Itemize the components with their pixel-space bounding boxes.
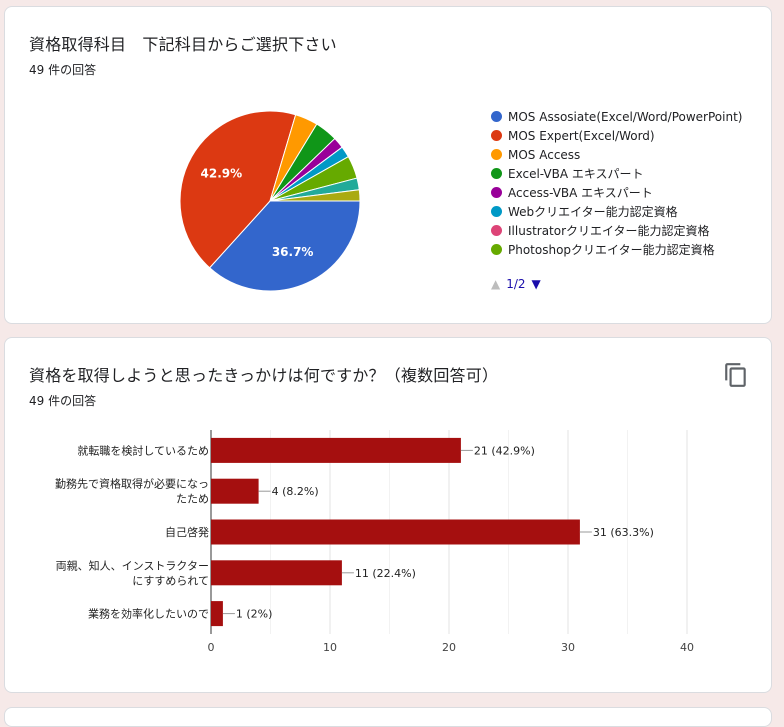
category-label: にすすめられて: [132, 574, 209, 587]
bar-value-label: 4 (8.2%): [272, 485, 319, 498]
legend-item: Excel-VBA エキスパート: [491, 164, 742, 183]
copy-chart-button[interactable]: [723, 362, 749, 388]
pager-down-icon[interactable]: ▼: [531, 277, 541, 291]
pie-slice: [179, 110, 297, 269]
category-label: 両親、知人、インストラクター: [56, 558, 209, 572]
legend-label: Access-VBA エキスパート: [508, 186, 653, 200]
legend-swatch: [491, 168, 502, 179]
legend-item: MOS Access: [491, 145, 742, 164]
question-title: 資格取得科目 下記科目からご選択下さい: [29, 35, 337, 54]
legend-label: MOS Expert(Excel/Word): [508, 128, 655, 143]
legend-item: Illustratorクリエイター能力認定資格: [491, 221, 742, 240]
legend-item: MOS Expert(Excel/Word): [491, 126, 742, 145]
response-count: 49 件の回答: [29, 394, 97, 408]
question-title: 資格を取得しようと思ったきっかけは何ですか？（複数回答可）: [29, 366, 499, 385]
legend-swatch: [491, 111, 502, 122]
pie-chart: 36.7% 42.9%: [179, 110, 361, 292]
category-label: 勤務先で資格取得が必要になっ: [55, 477, 209, 491]
x-tick-label: 10: [323, 641, 337, 654]
x-tick-label: 30: [561, 641, 575, 654]
legend-label: Webクリエイター能力認定資格: [508, 205, 678, 219]
pie-question-card: 資格取得科目 下記科目からご選択下さい 49 件の回答 36.7% 42.9% M…: [4, 6, 772, 324]
pie-slice-label: 42.9%: [201, 167, 243, 181]
bar-value-label: 11 (22.4%): [355, 567, 416, 580]
legend-item: Photoshopクリエイター能力認定資格: [491, 240, 742, 259]
pie-slice: [208, 200, 361, 292]
legend-label: MOS Access: [508, 147, 581, 162]
legend-item: Access-VBA エキスパート: [491, 183, 742, 202]
x-tick-label: 20: [442, 641, 456, 654]
bar-value-label: 1 (2%): [236, 608, 273, 621]
pie-legend: MOS Assosiate(Excel/Word/PowerPoint) MOS …: [491, 107, 742, 259]
legend-swatch: [491, 244, 502, 255]
bar-value-label: 21 (42.9%): [474, 444, 535, 457]
category-label: 自己啓発: [165, 525, 209, 539]
bar: [211, 560, 342, 586]
legend-swatch: [491, 187, 502, 198]
pager-label: 1/2: [506, 277, 526, 291]
bar-question-card: 資格を取得しようと思ったきっかけは何ですか？（複数回答可） 49 件の回答 21…: [4, 337, 772, 693]
pie-slice: [269, 189, 361, 202]
bar: [211, 478, 259, 504]
legend-swatch: [491, 206, 502, 217]
copy-icon: [725, 363, 746, 387]
legend-swatch: [491, 130, 502, 141]
legend-label: Photoshopクリエイター能力認定資格: [508, 243, 715, 257]
x-tick-label: 0: [208, 641, 215, 654]
category-label: 就転職を検討しているため: [77, 443, 209, 457]
legend-label: Illustratorクリエイター能力認定資格: [508, 224, 710, 238]
pie-slice-label: 36.7%: [272, 245, 314, 259]
legend-item: MOS Assosiate(Excel/Word/PowerPoint): [491, 107, 742, 126]
bar: [211, 601, 223, 627]
pager-up-icon: ▲: [491, 277, 501, 291]
bar-chart: 21 (42.9%) 就転職を検討しているため 4 (8.2%) 勤務先で資格取得が必…: [55, 430, 694, 654]
next-question-card: [4, 707, 772, 727]
legend-label: Excel-VBA エキスパート: [508, 167, 644, 181]
legend-swatch: [491, 225, 502, 236]
legend-pager: ▲ 1/2 ▼: [491, 277, 541, 291]
bar-value-label: 31 (63.3%): [593, 526, 654, 539]
x-tick-label: 40: [680, 641, 694, 654]
category-label: 業務を効率化したいので: [88, 607, 209, 621]
legend-swatch: [491, 149, 502, 160]
legend-item: Webクリエイター能力認定資格: [491, 202, 742, 221]
legend-label: MOS Assosiate(Excel/Word/PowerPoint): [508, 109, 743, 124]
bar: [211, 437, 461, 463]
category-label: たため: [176, 493, 209, 506]
bar: [211, 519, 580, 545]
response-count: 49 件の回答: [29, 63, 97, 77]
